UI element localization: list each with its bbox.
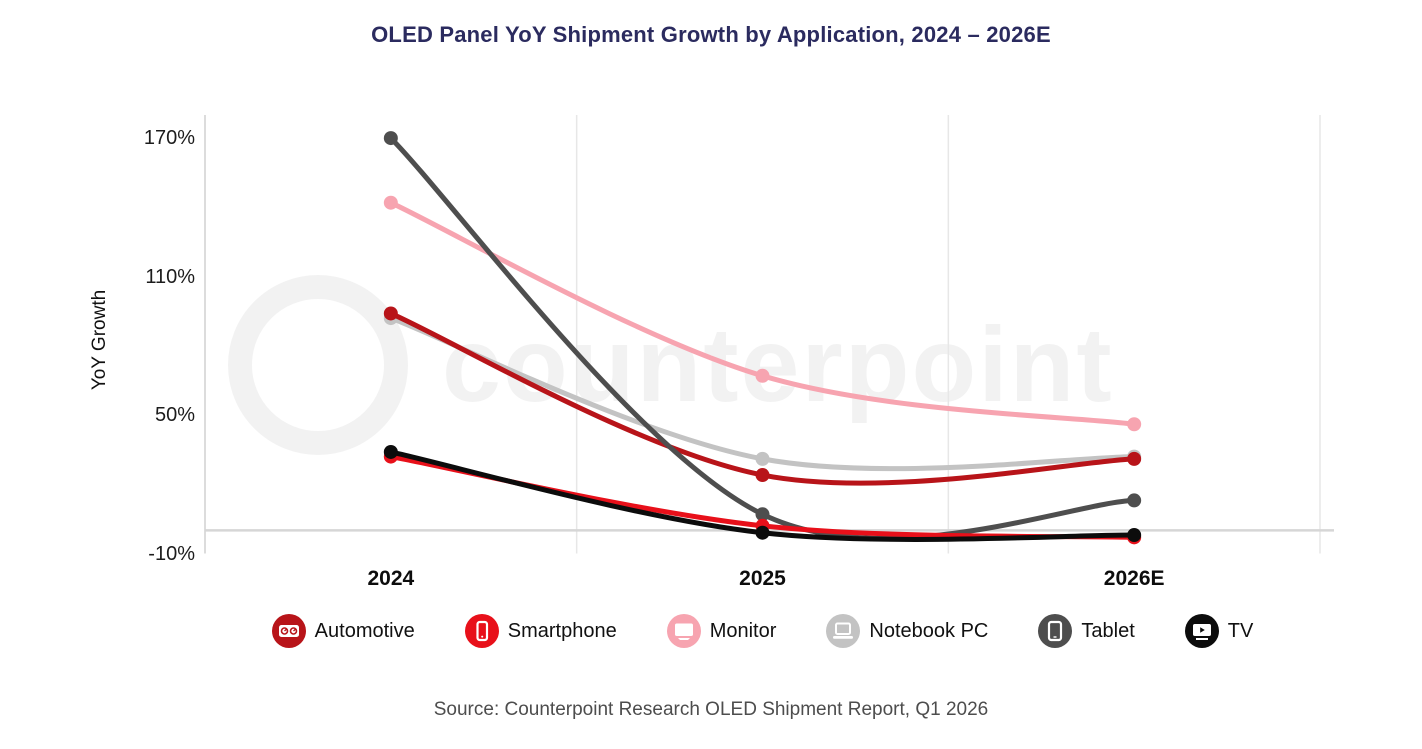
data-point-tablet — [1127, 493, 1142, 508]
legend-label: Monitor — [709, 619, 777, 642]
legend-label: Automotive — [314, 619, 415, 642]
legend-label: Smartphone — [507, 619, 617, 642]
y-axis-title: YoY Growth — [89, 289, 110, 391]
legend-item-automotive[interactable]: Automotive — [271, 614, 415, 648]
monitor-icon — [666, 614, 701, 648]
data-point-automotive — [1127, 451, 1142, 466]
tv-icon — [1184, 614, 1219, 648]
notebook-icon — [826, 614, 861, 648]
data-point-tablet — [383, 131, 398, 146]
legend-item-tablet[interactable]: Tablet — [1038, 614, 1135, 648]
legend-item-smartphone[interactable]: Smartphone — [464, 614, 617, 648]
line-chart-canvas — [204, 115, 1334, 554]
data-point-monitor — [1127, 417, 1142, 432]
legend-label: TV — [1227, 619, 1254, 642]
legend-item-notebook-pc[interactable]: Notebook PC — [826, 614, 988, 648]
chart-legend: Automotive Smartphone Monitor Notebook PC Ta… — [205, 606, 1320, 656]
series-line-notebook-pc — [388, 315, 1137, 472]
data-point-tv — [1127, 528, 1142, 543]
series-line-tablet — [388, 135, 1137, 541]
data-point-monitor — [383, 195, 398, 210]
data-point-automotive — [383, 306, 398, 321]
x-tick-label: 2026E — [1103, 567, 1165, 590]
legend-item-monitor[interactable]: Monitor — [666, 614, 777, 648]
data-point-tablet — [755, 507, 770, 522]
source-caption: Source: Counterpoint Research OLED Shipm… — [433, 699, 989, 720]
data-point-tv — [755, 525, 770, 540]
series-line-monitor — [388, 200, 1137, 427]
chart-title: OLED Panel YoY Shipment Growth by Applic… — [371, 22, 1051, 47]
legend-item-tv[interactable]: TV — [1184, 614, 1254, 648]
x-tick-label: 2024 — [367, 567, 415, 590]
data-point-monitor — [755, 368, 770, 383]
y-tick-label: 110% — [145, 265, 195, 288]
data-point-tv — [383, 444, 398, 459]
automotive-icon — [271, 614, 306, 648]
x-tick-label: 2025 — [739, 567, 786, 590]
tablet-icon — [1038, 614, 1073, 648]
legend-label: Notebook PC — [869, 619, 989, 642]
data-point-notebook-pc — [755, 451, 770, 466]
y-tick-label: 50% — [154, 404, 195, 427]
data-point-automotive — [755, 468, 770, 483]
y-tick-label: -10% — [148, 542, 195, 565]
y-tick-label: 170% — [143, 127, 195, 150]
legend-label: Tablet — [1081, 619, 1135, 642]
smartphone-icon — [464, 614, 499, 648]
